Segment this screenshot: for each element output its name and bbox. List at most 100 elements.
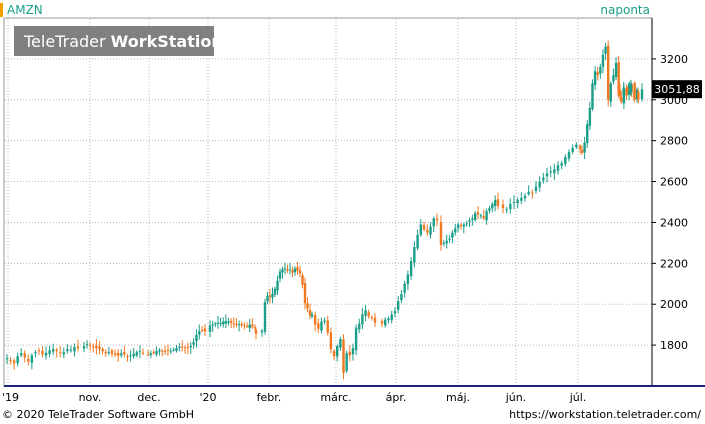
- candle-body: [387, 318, 390, 321]
- candle-body: [141, 352, 145, 354]
- candle-body: [216, 322, 220, 324]
- x-tick-label: ápr.: [386, 391, 407, 404]
- candle-body: [198, 331, 201, 335]
- symbol-marker: [0, 3, 3, 17]
- candle-body: [253, 327, 257, 329]
- candle-body: [293, 268, 297, 273]
- candle-body: [298, 270, 302, 274]
- teletrader-logo: TeleTrader WorkStation: [14, 26, 223, 56]
- candle-body: [488, 208, 491, 211]
- candle-body: [604, 46, 607, 54]
- candle-body: [82, 346, 86, 349]
- last-price-box: 3051,88: [652, 80, 702, 99]
- candle-body: [445, 240, 448, 244]
- candle-body: [588, 107, 592, 126]
- candle-body: [237, 324, 241, 326]
- candle-body: [211, 324, 214, 326]
- candle-body: [591, 83, 594, 109]
- candle-body: [51, 349, 55, 352]
- x-tick-label: dec.: [137, 391, 160, 404]
- candle-body: [583, 142, 586, 153]
- candle-body: [224, 320, 228, 324]
- candle-body: [527, 191, 530, 195]
- candle-body: [235, 324, 238, 326]
- source-url-link[interactable]: https://workstation.teletrader.com/: [509, 408, 701, 421]
- candle-body: [248, 324, 251, 329]
- candle-body: [593, 71, 597, 85]
- candle-body: [403, 283, 406, 293]
- candle-body: [618, 89, 622, 96]
- candle-body: [195, 334, 198, 342]
- candle-body: [462, 224, 465, 227]
- candle-body: [23, 353, 26, 358]
- candle-body: [580, 149, 584, 153]
- last-price-value: 3051,88: [654, 83, 700, 96]
- candle-body: [116, 352, 120, 356]
- candle-body: [155, 351, 158, 355]
- candle-body: [471, 218, 474, 220]
- candle-body: [567, 151, 571, 159]
- candle-body: [158, 350, 161, 352]
- candle-body: [232, 323, 236, 325]
- candle-body: [161, 350, 164, 352]
- x-tick-label: márc.: [320, 391, 351, 404]
- candle-body: [251, 324, 254, 327]
- candle-body: [560, 163, 563, 166]
- candle-body: [538, 181, 541, 188]
- candle-body: [474, 213, 477, 221]
- candle-body: [98, 346, 101, 350]
- candle-body: [260, 330, 264, 333]
- candle-body: [107, 352, 111, 354]
- candle-body: [48, 350, 51, 354]
- candle-body: [442, 242, 446, 244]
- logo-prefix: TeleTrader: [23, 32, 111, 51]
- candle-body: [626, 88, 629, 92]
- candle-body: [132, 353, 135, 357]
- y-tick-label: 1800: [660, 339, 688, 352]
- candle-body: [640, 89, 644, 100]
- x-tick-label: febr.: [257, 391, 282, 404]
- candle-body: [129, 355, 132, 357]
- candle-body: [123, 352, 126, 355]
- candle-body: [34, 352, 37, 354]
- candle-body: [545, 173, 549, 177]
- candle-body: [306, 303, 309, 309]
- candle-body: [342, 339, 345, 373]
- candle-body: [66, 349, 69, 352]
- candle-body: [175, 348, 178, 351]
- x-tick-label: '19: [2, 391, 19, 404]
- candle-body: [27, 358, 30, 362]
- footer: © 2020 TeleTrader Software GmbH https://…: [0, 406, 705, 424]
- candle-body: [596, 72, 599, 76]
- candle-body: [192, 342, 195, 345]
- candle-body: [617, 62, 620, 96]
- candle-body: [553, 169, 556, 174]
- candle-body: [336, 346, 339, 357]
- candle-body: [556, 165, 560, 171]
- candle-body: [126, 356, 129, 358]
- candle-body: [9, 359, 12, 361]
- candle-body: [633, 83, 636, 94]
- candle-body: [163, 351, 167, 353]
- candle-body: [501, 204, 505, 209]
- candle-body: [169, 351, 172, 353]
- y-tick-label: 2400: [660, 216, 688, 229]
- svg-text:TeleTrader WorkStation: TeleTrader WorkStation: [23, 32, 223, 51]
- grid: [5, 19, 652, 386]
- candle-body: [323, 320, 326, 322]
- candle-body: [432, 218, 435, 227]
- candles: [5, 40, 644, 380]
- candle-body: [409, 261, 413, 277]
- candle-body: [313, 315, 317, 325]
- y-tick-label: 2600: [660, 176, 688, 189]
- candle-body: [320, 321, 323, 331]
- candle-body: [456, 224, 460, 229]
- candle-body: [564, 157, 567, 165]
- candle-body: [219, 323, 222, 325]
- candle-body: [189, 346, 192, 348]
- x-tick-label: jún.: [505, 391, 527, 404]
- candle-body: [422, 224, 426, 230]
- candle-body: [549, 171, 552, 173]
- candle-body: [214, 323, 217, 325]
